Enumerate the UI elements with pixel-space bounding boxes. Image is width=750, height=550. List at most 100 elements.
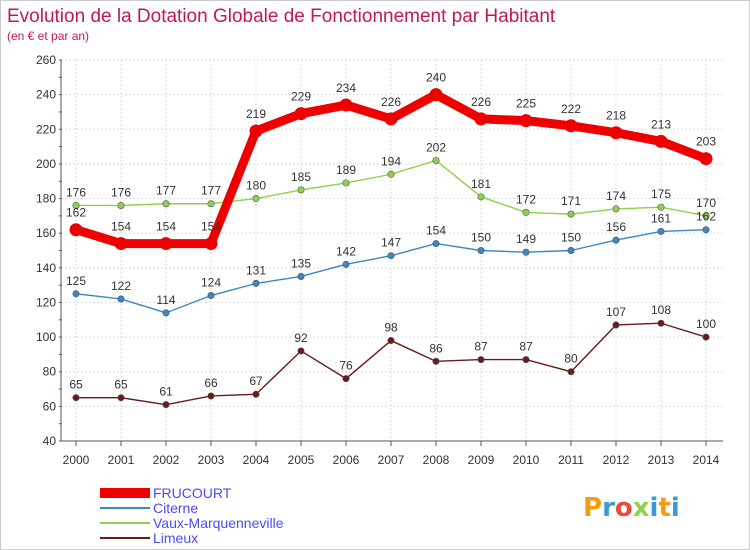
data-label: 219 [246,107,266,121]
data-point [522,208,530,216]
data-label: 226 [381,95,401,109]
data-point [522,248,530,256]
data-point [342,179,350,187]
data-point [702,212,710,220]
data-label: 176 [111,185,131,199]
data-point [72,290,80,298]
data-label: 154 [111,220,131,234]
data-label: 177 [156,184,176,198]
data-label: 142 [336,244,356,258]
data-label: 100 [696,317,716,331]
logo-letter: t [658,493,670,523]
data-point [69,223,83,237]
data-label: 114 [156,293,175,307]
series-layer [69,88,713,409]
data-point [294,107,308,121]
x-tick-label: 2006 [333,453,360,467]
series-citerne [72,226,710,317]
data-point [297,186,305,194]
data-label: 229 [291,90,311,104]
data-point [567,247,575,255]
data-label: 213 [651,117,671,131]
data-point [207,292,215,300]
data-point [567,368,575,376]
data-label: 80 [564,352,578,366]
legend-label: Limeux [153,530,198,546]
legend-label: Citerne [153,500,198,516]
data-label: 174 [606,189,626,203]
data-point [339,98,353,112]
data-point [432,156,440,164]
x-tick-label: 2003 [198,453,225,467]
x-tick-label: 2010 [513,453,540,467]
data-point [609,126,623,140]
data-label: 154 [426,224,446,238]
data-point [612,321,620,329]
data-label: 135 [291,256,311,270]
data-point [342,375,350,383]
data-point [612,205,620,213]
data-point [567,210,575,218]
logo-text: Proxiti [583,493,680,523]
data-point [252,279,260,287]
data-label: 218 [606,109,626,123]
data-point [702,226,710,234]
data-label: 171 [561,194,581,208]
x-tick-label: 2011 [558,453,584,467]
data-label: 226 [471,95,491,109]
data-label: 181 [471,177,491,191]
data-point [204,237,218,251]
data-label: 122 [111,279,131,293]
axes: 40 60 80 100 120 140 160 180 200 220 240 260 2000 200… [36,53,723,467]
data-label: 185 [291,170,311,184]
data-label: 172 [516,192,536,206]
data-label: 194 [381,154,401,168]
data-point [114,237,128,251]
data-point [657,203,665,211]
data-label: 92 [294,331,308,345]
x-tick-label: 2007 [378,453,405,467]
data-label: 65 [114,378,128,392]
chart-title: Evolution de la Dotation Globale de Fonc… [7,6,556,27]
data-point [342,260,350,268]
data-label: 170 [696,196,716,210]
data-label: 222 [561,102,581,116]
data-label: 86 [429,341,443,355]
data-point [297,272,305,280]
data-label: 240 [426,71,446,85]
data-point [249,124,263,138]
data-label: 76 [339,359,353,373]
series-vaux-marquenneville [72,156,710,220]
data-label: 65 [69,378,83,392]
data-point [477,247,485,255]
data-point [162,309,170,317]
logo-letter: r [602,493,615,523]
data-point [72,201,80,209]
y-tick-label: 180 [36,192,56,206]
y-tick-label: 40 [43,434,57,448]
y-tick-label: 240 [36,88,56,102]
data-label: 150 [471,231,491,245]
data-point [252,195,260,203]
data-label: 176 [66,185,86,199]
data-point [387,252,395,260]
x-tick-label: 2002 [153,453,180,467]
data-point [432,357,440,365]
data-point [162,200,170,208]
data-point [564,119,578,133]
x-tick-label: 2000 [63,453,90,467]
data-label: 66 [204,376,218,390]
y-tick-label: 220 [36,122,56,136]
data-label: 150 [561,231,581,245]
legend-label: FRUCOURT [153,485,232,501]
data-label: 154 [156,220,176,234]
data-point [519,114,533,128]
data-label: 234 [336,81,356,95]
x-tick-label: 2004 [243,453,270,467]
data-label: 131 [246,263,266,277]
data-label: 98 [384,321,398,335]
data-label: 124 [201,276,221,290]
grid-lines [61,59,723,442]
y-tick-label: 140 [36,261,56,275]
